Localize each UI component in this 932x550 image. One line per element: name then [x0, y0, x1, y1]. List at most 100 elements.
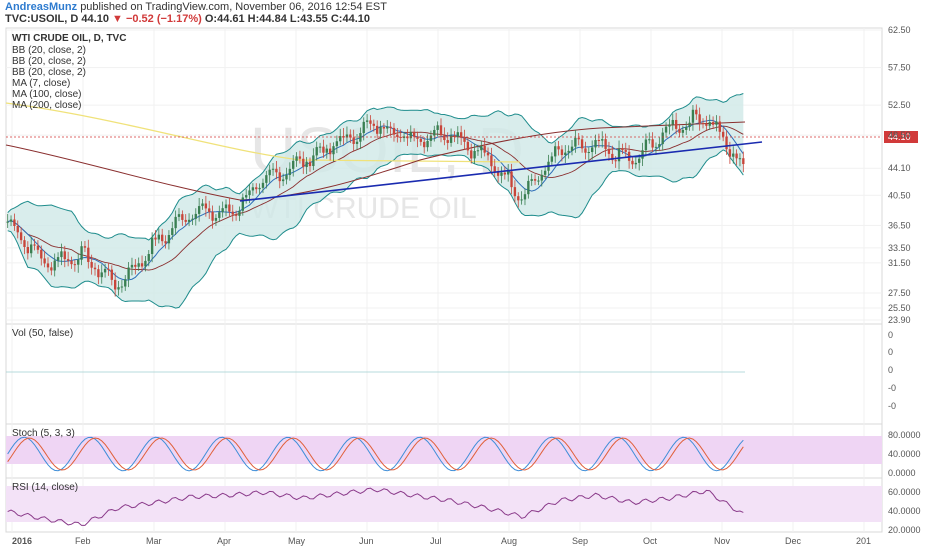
candle-body [302, 158, 305, 168]
candle-body [429, 135, 433, 141]
symbol-text: TVC:USOIL, D [5, 13, 79, 25]
candle-body [265, 175, 268, 183]
candle-body [423, 141, 426, 148]
candle-body [446, 140, 449, 143]
candle-body [285, 174, 288, 180]
x-tick-label: Nov [714, 536, 731, 546]
candle-body [258, 187, 261, 190]
candle-body [359, 133, 362, 142]
candle-body [426, 140, 429, 148]
candle-body [50, 267, 53, 271]
last-price: 44.10 [81, 13, 109, 25]
y-tick-label: 48.50 [888, 130, 911, 140]
candle-body [533, 179, 537, 181]
candle-body [574, 137, 577, 147]
candle-body [23, 240, 26, 248]
candle-body [470, 150, 473, 159]
candle-body [261, 182, 265, 188]
candle-body [517, 196, 520, 201]
candle-body [691, 109, 695, 123]
legend-item[interactable]: MA (100, close) [12, 89, 81, 100]
author-link[interactable]: AndreasMunz [5, 1, 78, 13]
legend-item[interactable]: BB (20, close, 2) [12, 67, 86, 78]
candle-body [658, 144, 661, 147]
candle-body [365, 120, 369, 122]
candle-body [436, 125, 439, 130]
candle-body [644, 139, 648, 151]
candle-body [147, 254, 150, 261]
candle-body [721, 131, 725, 137]
candle-body [46, 263, 50, 268]
candle-body [181, 214, 184, 220]
legend-item[interactable]: MA (200, close) [12, 100, 81, 111]
candle-body [70, 260, 73, 265]
candle-body [399, 136, 402, 138]
candle-body [194, 213, 197, 219]
candle-body [396, 134, 399, 137]
sub-y-tick-label: -0 [888, 383, 896, 393]
candle-body [97, 269, 100, 278]
price-axis[interactable]: 62.5057.5052.5048.5044.1040.5036.5033.50… [888, 25, 921, 535]
candle-body [580, 139, 584, 149]
candle-body [453, 135, 456, 137]
candle-body [496, 172, 500, 176]
candle-body [711, 122, 715, 125]
candle-body [117, 287, 120, 290]
y-tick-label: 27.50 [888, 288, 911, 298]
legend-item[interactable]: BB (20, close, 2) [12, 56, 86, 67]
candle-body [43, 258, 46, 264]
legend-item[interactable]: MA (7, close) [12, 78, 70, 89]
candle-body [725, 136, 728, 150]
legend: WTI CRUDE OIL, D, TVC BB (20, close, 2) … [12, 33, 126, 111]
candle-body [597, 140, 601, 142]
candle-body [177, 214, 181, 217]
trend-line[interactable] [239, 141, 763, 202]
y-tick-label: 25.50 [888, 303, 911, 313]
candle-body [513, 187, 517, 197]
candle-body [557, 146, 560, 150]
candle-body [590, 147, 594, 153]
candle-body [167, 234, 171, 244]
candle-body [312, 155, 315, 167]
candle-body [120, 286, 124, 288]
candle-body [661, 132, 664, 145]
candle-body [419, 138, 423, 142]
candle-body [674, 119, 678, 129]
x-tick-label: Jul [430, 536, 442, 546]
candle-body [607, 148, 611, 154]
candle-body [570, 146, 574, 151]
candle-body [449, 135, 453, 143]
candle-body [379, 126, 382, 134]
candle-body [325, 148, 328, 153]
last-price-tag-text: 44.10 [888, 132, 911, 142]
candle-body [19, 232, 23, 241]
y-tick-label: 40.50 [888, 190, 911, 200]
candle-body [473, 150, 476, 159]
price-change: −0.52 (−1.17%) [125, 13, 202, 25]
legend-item[interactable]: BB (20, close, 2) [12, 45, 86, 56]
candle-body [248, 190, 251, 196]
candle-body [500, 172, 503, 176]
candle-body [466, 141, 470, 151]
candle-body [107, 268, 110, 270]
candle-body [664, 126, 668, 133]
bollinger-lower [7, 149, 744, 309]
candle-body [154, 237, 157, 240]
oscillator-lines [7, 436, 744, 526]
candle-body [124, 279, 127, 287]
candle-body [523, 194, 527, 200]
candle-body [187, 219, 191, 222]
candle-body [308, 161, 312, 167]
candle-body [332, 146, 335, 155]
candle-body [238, 210, 241, 216]
candle-body [681, 129, 685, 133]
candle-body [218, 212, 221, 218]
x-tick-label: Sep [572, 536, 588, 546]
candle-body [161, 234, 164, 242]
candle-body [60, 251, 63, 258]
time-axis[interactable]: 2016 Feb Mar Apr May Jun Jul Aug Sep Oct Nov Dec 201 [12, 536, 871, 546]
candle-body [577, 137, 580, 140]
candle-body [157, 234, 161, 240]
volume-panel[interactable] [5, 323, 883, 425]
